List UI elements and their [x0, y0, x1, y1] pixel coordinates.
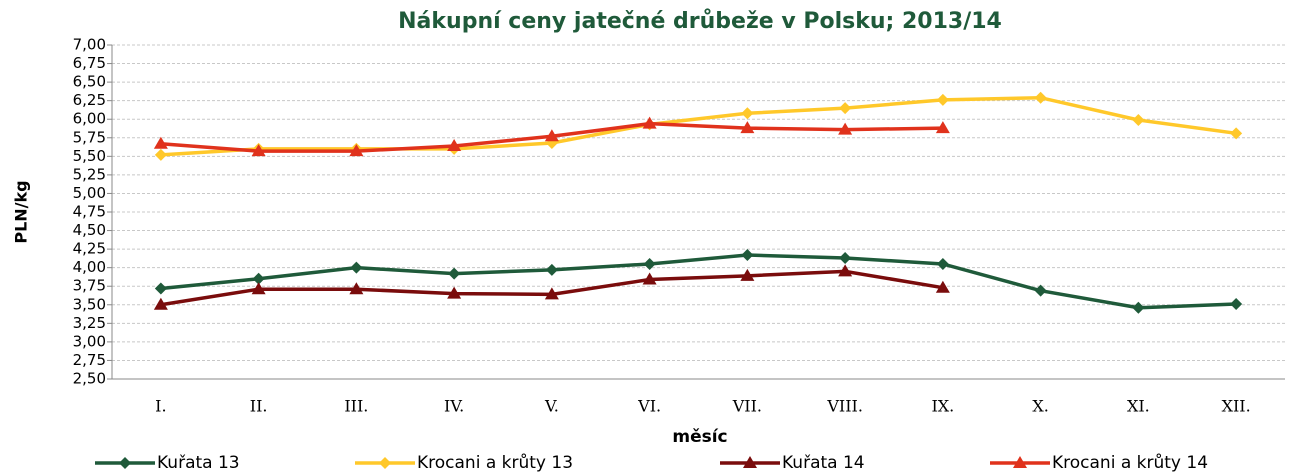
x-tick-label: XII.: [1222, 397, 1251, 416]
marker: [935, 280, 950, 293]
marker: [936, 257, 949, 270]
marker: [119, 457, 131, 469]
y-tick-label: 6,00: [73, 110, 106, 128]
marker: [838, 264, 853, 277]
marker: [642, 116, 657, 129]
y-tick-label: 2,75: [73, 351, 106, 369]
marker: [251, 282, 266, 295]
marker: [349, 282, 364, 295]
x-tick-label: I.: [155, 397, 166, 416]
marker: [838, 122, 853, 135]
line: [160, 253, 1237, 310]
y-tick-label: 4,50: [73, 221, 106, 239]
y-axis-label: PLN/kg: [12, 180, 31, 243]
y-tick-label: 5,50: [73, 147, 106, 165]
marker: [447, 286, 462, 299]
marker: [544, 129, 559, 142]
marker: [153, 297, 168, 310]
marker: [447, 138, 462, 151]
y-tick-label: 2,50: [73, 370, 106, 388]
marker: [153, 136, 168, 149]
y-tick-label: 6,50: [73, 73, 106, 91]
marker: [545, 263, 558, 276]
y-tick-label: 7,00: [73, 36, 106, 54]
x-tick-label: XI.: [1127, 397, 1150, 416]
marker: [154, 282, 167, 295]
marker: [1132, 301, 1145, 314]
marker: [1034, 91, 1047, 104]
marker: [154, 148, 167, 161]
x-tick-label: II.: [250, 397, 268, 416]
marker: [1034, 284, 1047, 297]
marker: [935, 121, 950, 134]
y-tick-label: 3,75: [73, 277, 106, 295]
legend-label: Kuřata 14: [782, 453, 865, 473]
chart-title: Nákupní ceny jatečné drůbeže v Polsku; 2…: [398, 9, 1002, 34]
marker: [544, 287, 559, 300]
x-tick-label: X.: [1032, 397, 1048, 416]
y-tick-label: 4,00: [73, 258, 106, 276]
legend-label: Krocani a krůty 14: [1052, 453, 1208, 473]
marker: [642, 272, 657, 285]
y-tick-label: 3,50: [73, 295, 106, 313]
legend-label: Krocani a krůty 13: [417, 453, 573, 473]
marker: [1013, 456, 1027, 468]
x-tick-label: VIII.: [826, 397, 863, 416]
y-tick-label: 6,25: [73, 91, 106, 109]
marker: [839, 252, 852, 265]
x-tick-label: IX.: [931, 397, 954, 416]
marker: [1230, 298, 1243, 311]
y-tick-label: 5,75: [73, 128, 106, 146]
marker: [379, 457, 391, 469]
y-tick-label: 6,75: [73, 54, 106, 72]
marker: [743, 456, 757, 468]
marker: [252, 272, 265, 285]
y-tick-label: 3,25: [73, 314, 106, 332]
marker: [839, 102, 852, 115]
marker: [350, 261, 363, 274]
marker: [1132, 113, 1145, 126]
y-tick-label: 4,25: [73, 240, 106, 258]
x-tick-label: III.: [344, 397, 368, 416]
y-tick-label: 5,25: [73, 165, 106, 183]
line: [160, 95, 1237, 157]
x-tick-label: VII.: [732, 397, 762, 416]
marker: [936, 93, 949, 106]
marker: [349, 144, 364, 157]
marker: [740, 268, 755, 281]
marker: [251, 144, 266, 157]
marker: [643, 257, 656, 270]
y-tick-label: 3,00: [73, 332, 106, 350]
x-tick-label: V.: [544, 397, 559, 416]
x-tick-label: IV.: [444, 397, 464, 416]
marker: [740, 121, 755, 134]
legend-label: Kuřata 13: [157, 453, 240, 473]
x-tick-label: VI.: [637, 397, 661, 416]
x-axis-label: měsíc: [672, 427, 727, 447]
marker: [741, 249, 754, 262]
marker: [741, 107, 754, 120]
y-tick-label: 5,00: [73, 184, 106, 202]
y-tick-label: 4,75: [73, 203, 106, 221]
marker: [448, 267, 461, 280]
marker: [1230, 127, 1243, 140]
